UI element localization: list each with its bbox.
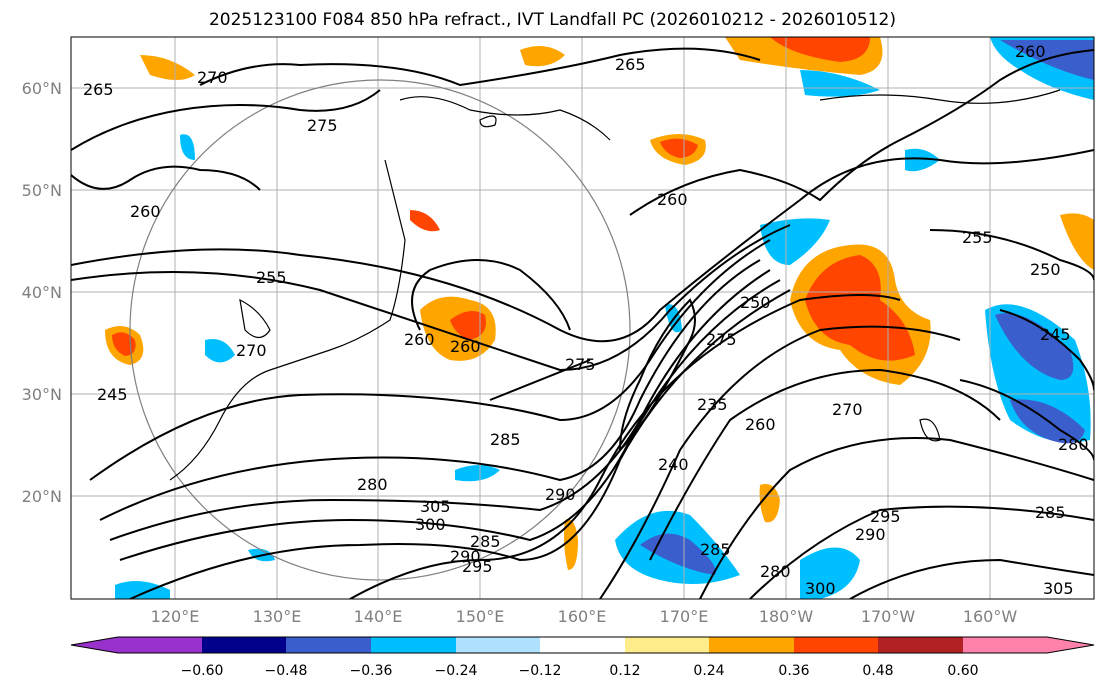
colorbar-tick-label: −0.36 — [350, 663, 393, 679]
contour-label: 285 — [700, 540, 731, 559]
colorbar-tick-label: −0.60 — [181, 663, 224, 679]
colorbar-tick-label: 0.36 — [778, 663, 809, 679]
contour-label: 270 — [197, 68, 228, 87]
contour-label: 260 — [1015, 42, 1046, 61]
colorbar-tick-label: 0.48 — [862, 663, 893, 679]
contour-label: 255 — [256, 268, 287, 287]
contour-label: 265 — [83, 80, 114, 99]
lat-label: 30°N — [22, 385, 62, 404]
colorbar-segment — [963, 637, 1047, 653]
map-title: 2025123100 F084 850 hPa refract., IVT La… — [208, 10, 896, 30]
colorbar-segment — [202, 637, 286, 653]
colorbar-segment — [625, 637, 709, 653]
contours — [71, 47, 1094, 599]
colorbar-segment — [709, 637, 794, 653]
lon-label: 170°E — [660, 607, 709, 626]
colorbar-extend-low — [71, 637, 118, 653]
lat-label: 50°N — [22, 181, 62, 200]
contour-label: 285 — [1035, 503, 1066, 522]
colorbar-segment — [878, 637, 963, 653]
contour-label: 295 — [870, 507, 901, 526]
colorbar-tick-label: 0.24 — [693, 663, 724, 679]
contour-label: 250 — [740, 293, 771, 312]
lat-label: 20°N — [22, 487, 62, 506]
contour-label: 245 — [97, 385, 128, 404]
contour-label: 280 — [357, 475, 388, 494]
colorbar-segment — [286, 637, 371, 653]
contour-label: 300 — [805, 579, 836, 598]
contour-label: 295 — [462, 557, 493, 576]
contour-label: 290 — [450, 547, 481, 566]
longitude-labels: 120°E 130°E 140°E 150°E 160°E 170°E 180°… — [151, 607, 1018, 626]
lon-label: 140°E — [354, 607, 403, 626]
contour-label: 270 — [236, 341, 267, 360]
colorbar-tick-label: −0.48 — [265, 663, 308, 679]
colorbar-tick-label: −0.24 — [435, 663, 478, 679]
colorbar-tick-label: 0.60 — [947, 663, 978, 679]
contour-label: 270 — [832, 400, 863, 419]
contour-label: 245 — [1040, 325, 1071, 344]
contour-label: 260 — [130, 202, 161, 221]
contour-label: 275 — [307, 116, 338, 135]
contour-label: 260 — [450, 337, 481, 356]
contour-label: 275 — [706, 330, 737, 349]
latitude-labels: 60°N 50°N 40°N 30°N 20°N — [22, 79, 62, 506]
colorbar-segment — [794, 637, 878, 653]
contour-label: 285 — [470, 532, 501, 551]
lon-label: 170°W — [861, 607, 916, 626]
lon-label: 120°E — [151, 607, 200, 626]
colorbar-segment — [540, 637, 625, 653]
graticule — [71, 37, 1094, 599]
coastlines — [169, 89, 1061, 481]
contour-label: 250 — [1030, 260, 1061, 279]
colorbar: −0.60 −0.48 −0.36 −0.24 −0.12 0.12 0.24 0.36 0.4… — [70, 636, 1095, 679]
colorbar-segment — [371, 637, 456, 653]
colorbar-segment — [118, 637, 202, 653]
lat-label: 60°N — [22, 79, 62, 98]
contour-label: 290 — [545, 485, 576, 504]
contour-label: 240 — [658, 455, 689, 474]
lon-label: 130°E — [253, 607, 302, 626]
lon-label: 180°W — [759, 607, 814, 626]
contour-label: 260 — [404, 330, 435, 349]
contour-label: 290 — [855, 525, 886, 544]
contour-label: 285 — [490, 430, 521, 449]
range-circle — [129, 79, 631, 581]
colorbar-tick-label: 0.12 — [609, 663, 640, 679]
lon-label: 160°W — [963, 607, 1018, 626]
contour-label: 260 — [745, 415, 776, 434]
contour-label: 235 — [697, 395, 728, 414]
colorbar-segment — [456, 637, 540, 653]
lat-label: 40°N — [22, 283, 62, 302]
contour-label: 260 — [657, 190, 688, 209]
contour-label: 305 — [1043, 579, 1074, 598]
lon-label: 160°E — [558, 607, 607, 626]
map-frame — [70, 36, 1095, 600]
colorbar-tick-label: −0.12 — [519, 663, 562, 679]
lon-label: 150°E — [456, 607, 505, 626]
contour-label: 255 — [962, 228, 993, 247]
contour-label: 305 — [420, 497, 451, 516]
contour-labels: 265 270 275 260 255 270 260 275 285 280 … — [83, 42, 1089, 598]
contour-label: 275 — [565, 355, 596, 374]
contour-label: 280 — [1058, 435, 1089, 454]
colorbar-extend-high — [1047, 637, 1094, 653]
colorbar-outline — [70, 636, 1095, 654]
contour-label: 300 — [415, 515, 446, 534]
contour-label: 265 — [615, 55, 646, 74]
contour-label: 280 — [760, 562, 791, 581]
map-area: 265 270 275 260 255 270 260 275 285 280 … — [71, 37, 1094, 599]
